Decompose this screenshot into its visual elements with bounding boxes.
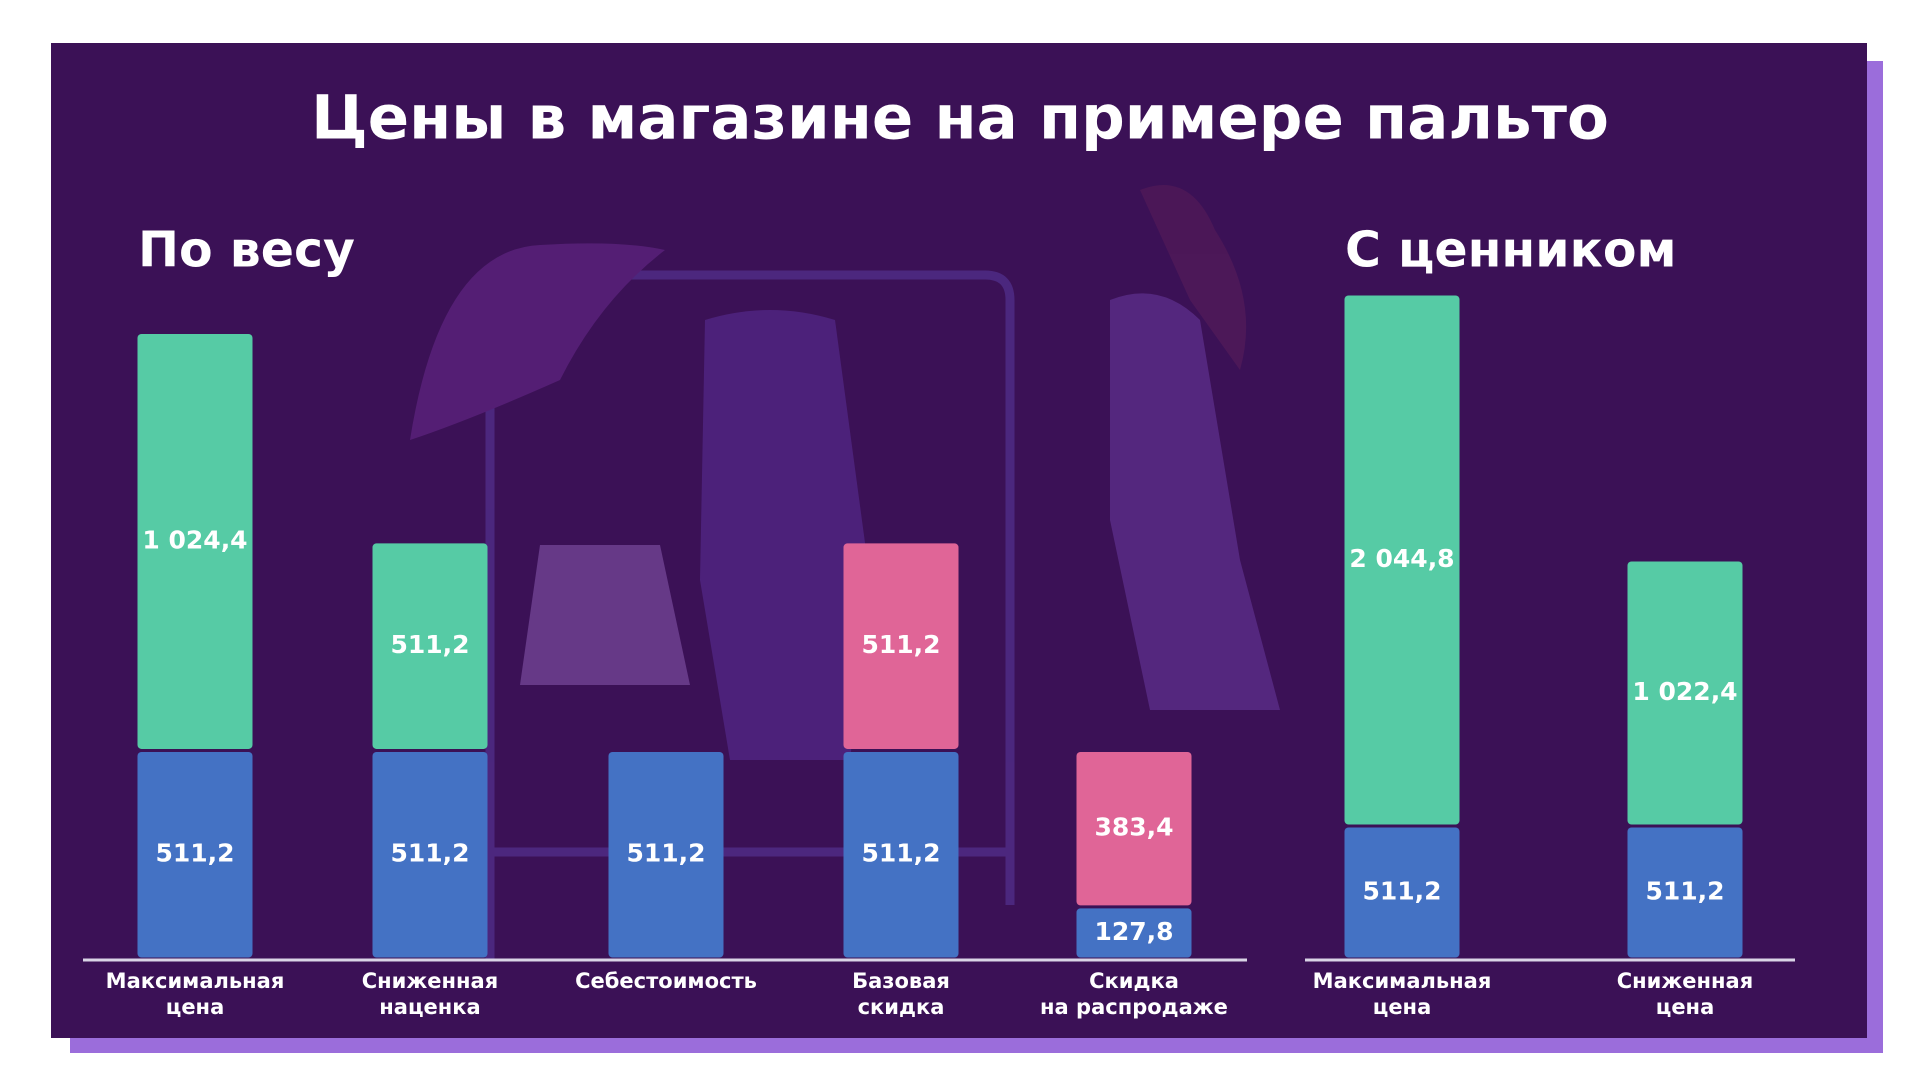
x-tick-label: Базовая скидка [852, 969, 950, 1019]
x-tick-label: Максимальная цена [105, 969, 285, 1019]
value-label: 511,2 [390, 839, 469, 868]
x-tick-label: Максимальная цена [1312, 969, 1492, 1019]
value-label: 1 022,4 [1632, 677, 1737, 706]
value-label: 127,8 [1094, 917, 1173, 946]
panel [51, 43, 1867, 1038]
value-label: 511,2 [155, 839, 234, 868]
title: Цены в магазине на примере пальто [311, 83, 1609, 154]
bar-segment [608, 751, 724, 958]
bar-segment [1076, 751, 1192, 906]
value-label: 511,2 [861, 630, 940, 659]
value-label: 511,2 [861, 839, 940, 868]
value-label: 511,2 [390, 630, 469, 659]
bar-segment [1344, 827, 1460, 958]
bar-segment [372, 543, 488, 749]
bar-segment [1076, 908, 1192, 958]
bar-segment [843, 751, 959, 958]
bar-segment [1344, 295, 1460, 825]
value-label: 511,2 [1645, 877, 1724, 906]
bar-segment [843, 543, 959, 749]
value-label: 511,2 [1362, 877, 1441, 906]
chart-subtitle: По весу [138, 222, 355, 279]
value-label: 511,2 [626, 839, 705, 868]
bar-segment [137, 751, 253, 958]
bar-segment [372, 751, 488, 958]
x-tick-label: Скидка на распродаже [1040, 969, 1228, 1019]
bar-segment [1627, 827, 1743, 958]
bar-segment [1627, 561, 1743, 825]
illustration [410, 185, 1280, 960]
x-tick-label: Сниженная наценка [361, 969, 499, 1019]
bar-segment [137, 334, 253, 749]
value-label: 2 044,8 [1349, 544, 1454, 573]
value-label: 1 024,4 [142, 525, 247, 554]
chart-subtitle: С ценником [1345, 222, 1677, 279]
x-tick-label: Сниженная цена [1616, 969, 1754, 1019]
value-label: 383,4 [1094, 813, 1173, 842]
x-tick-label: Себестоимость [575, 969, 757, 993]
